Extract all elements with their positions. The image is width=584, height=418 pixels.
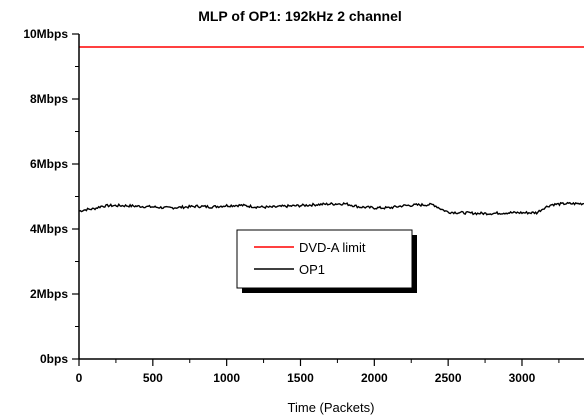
x-tick-label: 500	[143, 371, 163, 385]
legend-label: OP1	[299, 262, 325, 277]
x-tick-label: 1000	[213, 371, 240, 385]
y-tick-label: 6Mbps	[30, 157, 68, 171]
y-tick-label: 2Mbps	[30, 287, 68, 301]
series-line	[78, 201, 584, 216]
y-tick-label: 8Mbps	[30, 92, 68, 106]
x-tick-label: 0	[76, 371, 83, 385]
x-axis: 0 500 1000 1500 2000 2500 3000	[76, 358, 584, 385]
y-tick-label: 0bps	[40, 352, 68, 366]
chart-title: MLP of OP1: 192kHz 2 channel	[198, 8, 402, 24]
plot-area	[78, 46, 584, 216]
y-tick-label: 10Mbps	[23, 27, 68, 41]
x-tick-label: 2500	[435, 371, 462, 385]
y-tick-label: 4Mbps	[30, 222, 68, 236]
legend-label: DVD-A limit	[299, 240, 366, 255]
y-axis: 0bps 2Mbps 4Mbps 6Mbps 8Mbps 10Mbps	[23, 27, 80, 366]
legend: DVD-A limit OP1	[236, 229, 417, 293]
x-axis-label: Time (Packets)	[288, 400, 375, 415]
x-tick-label: 3000	[509, 371, 536, 385]
x-tick-label: 2000	[361, 371, 388, 385]
series-op1	[78, 201, 584, 216]
x-tick-label: 1500	[287, 371, 314, 385]
legend-box	[236, 229, 413, 289]
